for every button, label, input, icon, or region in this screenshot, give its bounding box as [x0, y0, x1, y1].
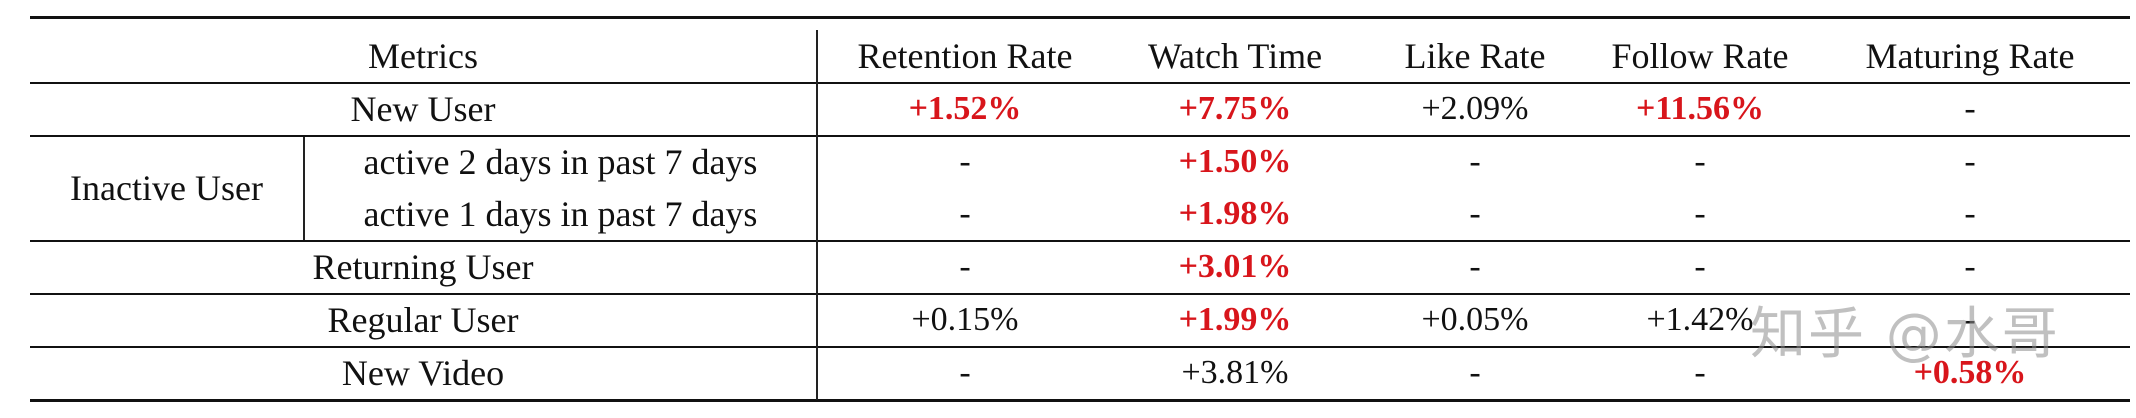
cell-regular-maturing: - — [1964, 301, 1976, 338]
row-label-regular-user: Regular User — [327, 300, 519, 340]
cell-returning-like: - — [1469, 248, 1481, 285]
header-like-rate: Like Rate — [1404, 36, 1546, 76]
cell-active2-retention: - — [959, 143, 971, 180]
row-label-active-1-days: active 1 days in past 7 days — [363, 194, 758, 234]
metrics-column-divider — [816, 30, 818, 400]
cell-active2-follow: - — [1694, 143, 1706, 180]
cell-active2-like: - — [1469, 143, 1481, 180]
cell-returning-retention: - — [959, 248, 971, 285]
cell-new-user-like: +2.09% — [1421, 90, 1529, 127]
row-rule-1 — [30, 135, 2130, 137]
cell-regular-retention: +0.15% — [911, 301, 1019, 338]
cell-active1-like: - — [1469, 195, 1481, 232]
cell-active2-maturing: - — [1964, 143, 1976, 180]
top-rule — [30, 16, 2130, 19]
cell-active1-maturing: - — [1964, 195, 1976, 232]
cell-returning-follow: - — [1694, 248, 1706, 285]
cell-returning-watch-time: +3.01% — [1178, 248, 1292, 285]
header-rule — [30, 82, 2130, 84]
row-rule-4 — [30, 346, 2130, 348]
cell-new-user-retention: +1.52% — [908, 90, 1022, 127]
cell-active2-watch-time: +1.50% — [1178, 143, 1292, 180]
cell-regular-like: +0.05% — [1421, 301, 1529, 338]
header-watch-time: Watch Time — [1147, 36, 1323, 76]
row-rule-3 — [30, 293, 2130, 295]
cell-new-video-like: - — [1469, 354, 1481, 391]
cell-regular-watch-time: +1.99% — [1178, 301, 1292, 338]
row-rule-2 — [30, 240, 2130, 242]
header-maturing-rate: Maturing Rate — [1865, 36, 2075, 76]
cell-new-video-maturing: +0.58% — [1913, 354, 2027, 391]
row-label-new-user: New User — [350, 89, 496, 129]
zhihu-watermark: 知乎 @水哥 — [1750, 302, 2060, 367]
cell-new-user-watch-time: +7.75% — [1178, 90, 1292, 127]
row-label-new-video: New Video — [341, 353, 505, 393]
row-label-active-2-days: active 2 days in past 7 days — [363, 142, 758, 182]
cell-active1-watch-time: +1.98% — [1178, 195, 1292, 232]
cell-new-video-follow: - — [1694, 354, 1706, 391]
cell-active1-retention: - — [959, 195, 971, 232]
header-retention-rate: Retention Rate — [857, 36, 1073, 76]
header-follow-rate: Follow Rate — [1611, 36, 1789, 76]
inactive-group-divider — [303, 137, 305, 240]
cell-active1-follow: - — [1694, 195, 1706, 232]
row-label-returning-user: Returning User — [312, 247, 534, 287]
header-metrics: Metrics — [368, 36, 478, 76]
group-label-inactive-user: Inactive User — [70, 168, 263, 208]
cell-new-video-watch-time: +3.81% — [1181, 354, 1289, 391]
cell-regular-follow: +1.42% — [1646, 301, 1754, 338]
cell-new-user-maturing: - — [1964, 90, 1976, 127]
cell-new-video-retention: - — [959, 354, 971, 391]
bottom-rule — [30, 399, 2130, 402]
cell-returning-maturing: - — [1964, 248, 1976, 285]
cell-new-user-follow: +11.56% — [1636, 90, 1764, 127]
